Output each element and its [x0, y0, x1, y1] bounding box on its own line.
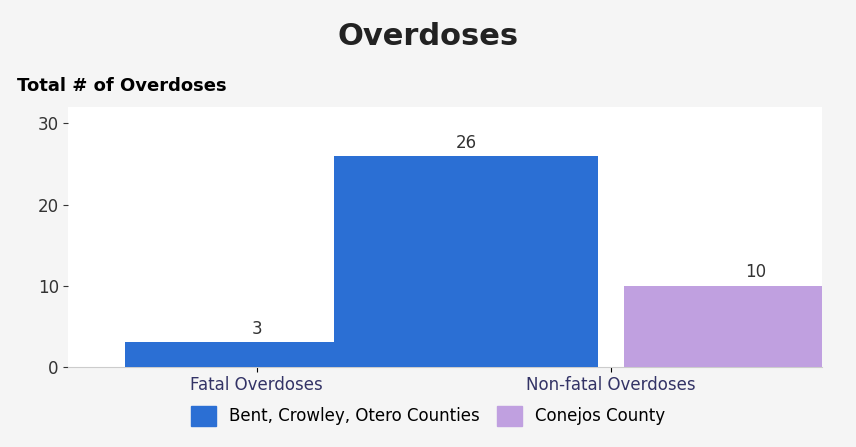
Text: 26: 26 [455, 134, 477, 152]
Text: 10: 10 [746, 263, 766, 282]
Text: Overdoses: Overdoses [337, 22, 519, 51]
Text: 3: 3 [252, 320, 262, 338]
Legend: Bent, Crowley, Otero Counties, Conejos County: Bent, Crowley, Otero Counties, Conejos C… [182, 397, 674, 434]
Bar [125, 342, 389, 367]
Bar [334, 156, 597, 367]
Text: Total # of Overdoses: Total # of Overdoses [17, 77, 227, 95]
Bar [624, 286, 856, 367]
